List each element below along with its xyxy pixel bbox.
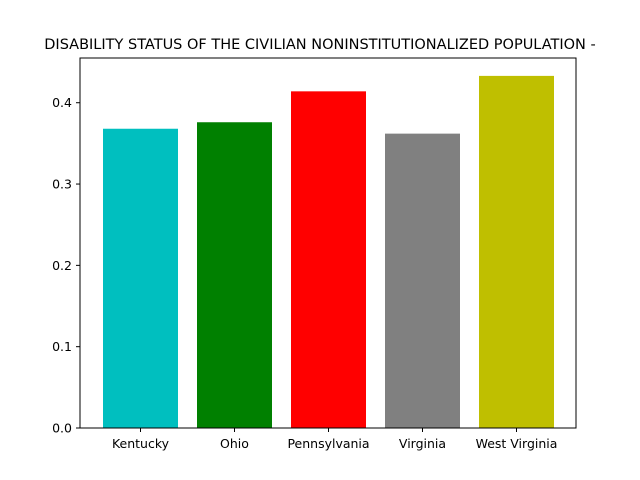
y-tick-label: 0.2 — [52, 258, 72, 273]
y-axis: 0.0 0.1 0.2 0.3 0.4 — [52, 95, 80, 436]
x-axis: Kentucky Ohio Pennsylvania Virginia West Vir… — [112, 428, 557, 451]
bars-layer — [103, 75, 554, 428]
y-tick-label: 0.0 — [52, 421, 72, 436]
x-tick-label: Pennsylvania — [287, 436, 369, 451]
bar-virginia — [385, 133, 460, 428]
bar-ohio — [197, 122, 272, 428]
chart-title: DISABILITY STATUS OF THE CIVILIAN NONINS… — [44, 37, 596, 53]
bar-kentucky — [103, 128, 178, 428]
x-tick-label: West Virginia — [476, 436, 558, 451]
y-tick-label: 0.1 — [52, 339, 72, 354]
plot-frame — [79, 57, 577, 429]
x-tick-label: Kentucky — [112, 436, 170, 451]
y-tick-label: 0.4 — [52, 95, 72, 110]
bar-pennsylvania — [291, 91, 366, 428]
x-tick-label: Virginia — [399, 436, 446, 451]
y-tick-label: 0.3 — [52, 177, 72, 192]
x-tick-label: Ohio — [220, 436, 249, 451]
bar-west-virginia — [479, 75, 554, 428]
